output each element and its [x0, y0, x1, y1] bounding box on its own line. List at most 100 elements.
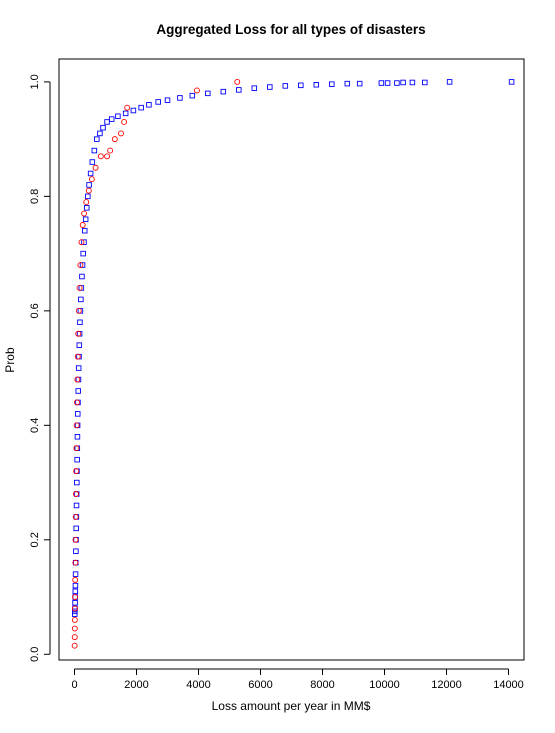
x-tick-label: 6000: [248, 679, 272, 691]
data-point-square: [86, 182, 92, 188]
data-point-square: [72, 600, 78, 606]
data-point-square: [508, 79, 515, 85]
data-point-square: [138, 104, 144, 111]
data-point-square: [236, 87, 242, 93]
data-point-square: [189, 92, 196, 99]
data-point-circle: [121, 119, 128, 125]
data-point-square: [72, 582, 79, 589]
y-tick-label: 0.0: [29, 647, 41, 662]
data-point-square: [282, 83, 289, 89]
data-point-square: [97, 130, 103, 137]
data-point-square: [75, 365, 82, 371]
data-point-square: [356, 80, 363, 87]
x-tick-label: 14000: [493, 679, 524, 691]
x-tick-label: 2000: [124, 679, 148, 691]
data-point-square: [394, 80, 400, 86]
data-point-square: [267, 84, 273, 90]
data-point-square: [81, 227, 88, 234]
data-point-circle: [71, 616, 78, 623]
data-point-square: [164, 97, 171, 103]
y-axis-label: Prob: [3, 347, 17, 373]
data-point-circle: [79, 222, 86, 228]
data-point-circle: [71, 634, 78, 641]
data-point-circle: [72, 594, 79, 600]
data-point-circle: [72, 513, 79, 520]
data-point-square: [80, 250, 86, 257]
data-point-square: [422, 79, 428, 86]
x-axis: 0 2000 4000 6000 8000 10000 12000 14000: [71, 668, 524, 691]
x-tick-label: 4000: [186, 679, 210, 691]
data-point-square: [130, 107, 137, 114]
data-point-square: [115, 113, 121, 119]
data-point-square: [82, 216, 89, 223]
data-point-square: [177, 95, 183, 101]
data-point-square: [329, 81, 335, 87]
series-1: [71, 78, 241, 649]
data-point-square: [220, 88, 227, 95]
data-point-square: [76, 342, 83, 348]
data-point-square: [251, 85, 258, 91]
y-axis: 0.0 0.2 0.4 0.6 0.8 1.0: [29, 74, 51, 662]
data-point-square: [78, 296, 84, 303]
data-point-circle: [74, 353, 81, 360]
chart-title: Aggregated Loss for all types of disaste…: [156, 22, 425, 37]
plot-frame: [58, 58, 525, 661]
data-point-circle: [72, 536, 79, 543]
y-tick-label: 0.4: [29, 418, 41, 433]
data-point-circle: [83, 199, 90, 206]
data-point-square: [77, 319, 83, 326]
data-point-square: [155, 99, 161, 105]
data-point-square: [71, 611, 78, 617]
data-point-square: [73, 525, 79, 532]
data-point-square: [104, 119, 110, 125]
data-point-square: [72, 588, 79, 595]
data-point-square: [74, 479, 80, 486]
data-point-circle: [72, 605, 78, 612]
data-point-square: [72, 608, 78, 615]
y-tick-label: 0.2: [29, 532, 41, 547]
x-tick-label: 10000: [369, 679, 400, 691]
data-point-circle: [234, 78, 241, 85]
data-point-circle: [78, 239, 85, 246]
x-tick-label: 12000: [431, 679, 462, 691]
data-point-square: [74, 456, 80, 463]
data-point-circle: [85, 187, 92, 194]
data-point-circle: [111, 136, 118, 143]
data-point-circle: [73, 468, 80, 475]
data-point-square: [79, 262, 86, 268]
data-point-square: [81, 239, 87, 245]
data-point-square: [75, 411, 81, 417]
x-axis-label: Loss amount per year in MM$: [212, 699, 371, 713]
data-point-circle: [77, 262, 84, 269]
data-point-square: [344, 80, 351, 87]
data-point-square: [409, 79, 416, 86]
data-point-square: [74, 434, 81, 440]
data-point-circle: [71, 625, 78, 632]
data-point-square: [400, 79, 406, 86]
data-point-square: [87, 170, 94, 177]
y-tick-label: 0.8: [29, 189, 41, 204]
data-point-square: [72, 571, 79, 577]
data-point-square: [91, 147, 98, 154]
data-point-circle: [124, 104, 131, 111]
data-point-square: [146, 102, 152, 108]
data-point-circle: [75, 330, 82, 337]
data-point-circle: [72, 559, 79, 566]
data-point-circle: [107, 147, 114, 154]
x-tick-label: 8000: [310, 679, 334, 691]
data-point-square: [446, 79, 453, 85]
data-point-square: [73, 502, 80, 509]
data-points: [71, 78, 515, 649]
data-point-square: [108, 116, 115, 122]
data-point-circle: [81, 210, 88, 217]
data-point-circle: [74, 376, 81, 383]
data-point-circle: [118, 130, 124, 137]
data-point-circle: [73, 491, 79, 497]
data-point-circle: [97, 153, 104, 160]
data-point-square: [122, 110, 129, 117]
data-point-square: [83, 205, 90, 211]
data-point-square: [75, 388, 81, 394]
data-point-square: [205, 90, 211, 97]
